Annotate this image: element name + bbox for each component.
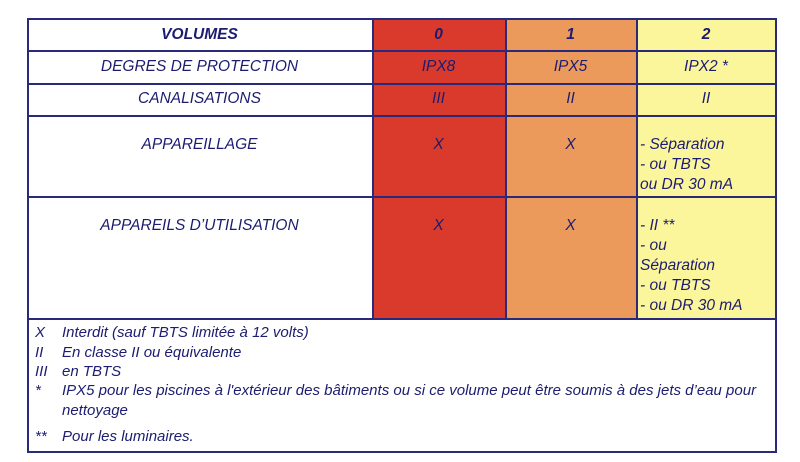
row-label: APPAREILLAGE bbox=[141, 136, 258, 153]
col-line bbox=[505, 18, 507, 318]
cell-line: - Séparation bbox=[640, 136, 725, 153]
cell-line: ou DR 30 mA bbox=[640, 176, 734, 193]
cell-line: Séparation bbox=[640, 257, 715, 274]
cell: X bbox=[433, 136, 444, 153]
cell: II bbox=[701, 90, 711, 107]
cell-line: - ou bbox=[640, 237, 667, 254]
legend-symbol: II bbox=[35, 344, 44, 361]
cell: IPX5 bbox=[553, 58, 588, 75]
column-fill bbox=[372, 18, 505, 318]
row-label: APPAREILS D’UTILISATION bbox=[100, 217, 299, 234]
cell: III bbox=[432, 90, 445, 107]
cell: IPX8 bbox=[421, 58, 456, 75]
legend-symbol: III bbox=[35, 363, 48, 380]
cell: II bbox=[566, 90, 575, 107]
cell-line: - ou TBTS bbox=[640, 277, 711, 294]
cell: IPX2 * bbox=[684, 58, 728, 75]
row-line bbox=[27, 115, 777, 117]
column-fill bbox=[505, 18, 636, 318]
legend-symbol: X bbox=[35, 324, 46, 341]
legend-text: Pour les luminaires. bbox=[62, 428, 194, 445]
row-line bbox=[27, 83, 777, 85]
header-cell: 2 bbox=[701, 26, 711, 43]
header-cell: 0 bbox=[434, 26, 443, 43]
cell: X bbox=[433, 217, 444, 234]
cell-line: - II ** bbox=[640, 217, 675, 234]
cell-line: - ou DR 30 mA bbox=[640, 297, 743, 314]
header-cell: 1 bbox=[566, 26, 575, 43]
cell: X bbox=[565, 217, 576, 234]
header-cell: VOLUMES bbox=[161, 26, 238, 43]
row-label: DEGRES DE PROTECTION bbox=[100, 58, 299, 75]
cell: X bbox=[565, 136, 576, 153]
row-line bbox=[27, 50, 777, 52]
row-line bbox=[27, 196, 777, 198]
col-line bbox=[372, 18, 374, 318]
legend-symbol: * bbox=[35, 382, 41, 399]
legend-text: En classe II ou équivalente bbox=[62, 344, 242, 361]
column-fill bbox=[636, 18, 776, 318]
legend-text: Interdit (sauf TBTS limitée à 12 volts) bbox=[62, 324, 309, 341]
cell-line: - ou TBTS bbox=[640, 156, 711, 173]
col-line bbox=[636, 18, 638, 318]
legend-text: en TBTS bbox=[62, 363, 122, 380]
legend-symbol: ** bbox=[35, 428, 47, 445]
row-line bbox=[27, 318, 777, 320]
table-border bbox=[27, 18, 777, 453]
row-label: CANALISATIONS bbox=[138, 90, 261, 107]
legend-text: IPX5 pour les piscines à l'extérieur des… bbox=[62, 382, 757, 419]
